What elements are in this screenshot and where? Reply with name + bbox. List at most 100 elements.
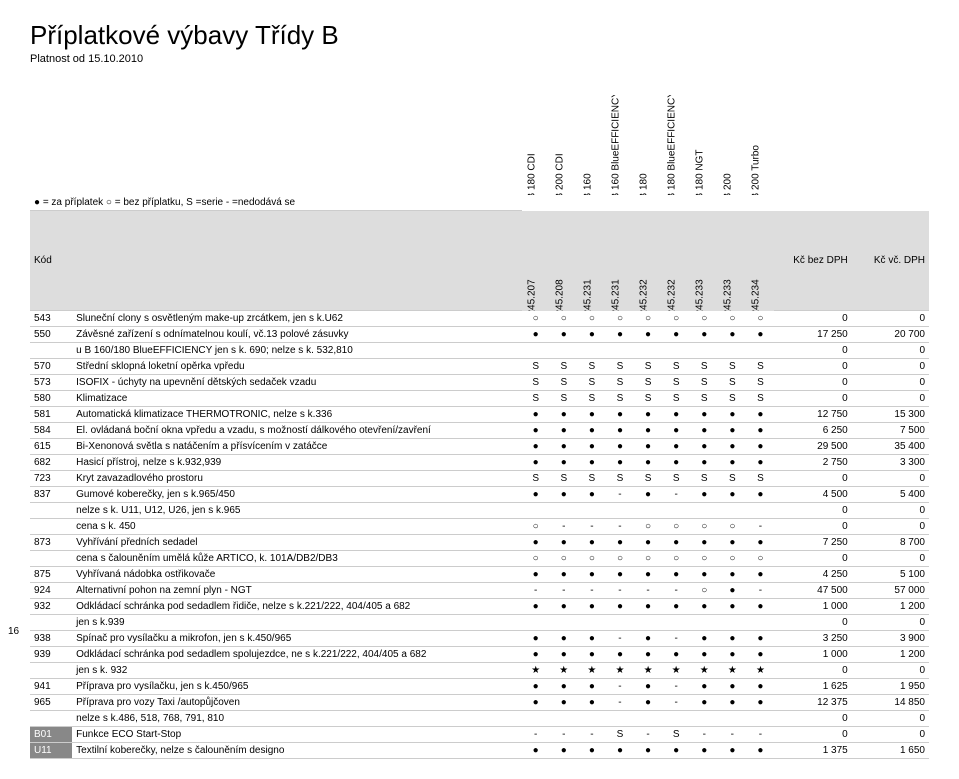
availability-cell: [522, 343, 550, 359]
availability-cell: S: [718, 359, 746, 375]
availability-cell: ○: [690, 311, 718, 327]
row-code: 584: [30, 423, 72, 439]
table-row: nelze s k.486, 518, 768, 791, 81000: [30, 711, 929, 727]
availability-cell: ●: [578, 743, 606, 759]
price-inc: 1 200: [852, 647, 929, 663]
availability-cell: S: [718, 375, 746, 391]
table-row: jen s k.93900: [30, 615, 929, 631]
row-code: 543: [30, 311, 72, 327]
variant-code: 245.231: [610, 295, 621, 311]
availability-cell: ●: [522, 407, 550, 423]
row-desc: Odkládací schránka pod sedadlem spolujez…: [72, 647, 522, 663]
availability-cell: ●: [522, 631, 550, 647]
availability-cell: ●: [690, 631, 718, 647]
availability-cell: ★: [690, 663, 718, 679]
availability-cell: ●: [522, 487, 550, 503]
price-ex: 0: [774, 727, 851, 743]
availability-cell: ●: [522, 695, 550, 711]
availability-cell: [662, 343, 690, 359]
availability-cell: [690, 503, 718, 519]
availability-cell: [662, 711, 690, 727]
availability-cell: ●: [746, 647, 774, 663]
availability-cell: ○: [634, 551, 662, 567]
availability-cell: ●: [550, 407, 578, 423]
availability-cell: [690, 615, 718, 631]
price-ex: 12 750: [774, 407, 851, 423]
availability-cell: ★: [662, 663, 690, 679]
variant-code: 245.207: [526, 295, 537, 311]
availability-cell: ●: [578, 631, 606, 647]
row-desc: Bi-Xenonová světla s natáčením a přísvíc…: [72, 439, 522, 455]
table-row: 581Automatická klimatizace THERMOTRONIC,…: [30, 407, 929, 423]
row-code: 932: [30, 599, 72, 615]
variant-label: B 180: [639, 180, 650, 196]
price-inc: 5 100: [852, 567, 929, 583]
availability-cell: [718, 503, 746, 519]
table-row: 584El. ovládaná boční okna vpředu a vzad…: [30, 423, 929, 439]
variant-code: 245.233: [695, 295, 706, 311]
availability-cell: S: [522, 375, 550, 391]
availability-cell: [634, 503, 662, 519]
row-code: 837: [30, 487, 72, 503]
variant-code: 245.231: [582, 295, 593, 311]
price-inc: 0: [852, 615, 929, 631]
variant-label: B 180 NGT: [695, 180, 706, 196]
availability-cell: -: [606, 519, 634, 535]
availability-cell: ●: [746, 439, 774, 455]
row-desc: Spínač pro vysílačku a mikrofon, jen s k…: [72, 631, 522, 647]
availability-cell: ○: [662, 311, 690, 327]
availability-cell: S: [578, 391, 606, 407]
price-inc: 0: [852, 311, 929, 327]
variant-header-row: B 180 CDI B 200 CDI B 160 B 160 BlueEFFI…: [30, 95, 929, 195]
availability-cell: ★: [522, 663, 550, 679]
row-code: [30, 551, 72, 567]
availability-cell: [606, 615, 634, 631]
availability-cell: S: [634, 359, 662, 375]
availability-cell: ●: [522, 439, 550, 455]
availability-cell: -: [746, 519, 774, 535]
row-code: 938: [30, 631, 72, 647]
availability-cell: ○: [522, 519, 550, 535]
price-inc-header: Kč vč. DPH: [852, 211, 929, 311]
availability-cell: ○: [718, 551, 746, 567]
availability-cell: ●: [634, 487, 662, 503]
availability-cell: ○: [718, 519, 746, 535]
availability-cell: ●: [746, 487, 774, 503]
availability-cell: ●: [634, 631, 662, 647]
availability-cell: ●: [522, 567, 550, 583]
page-subtitle: Platnost od 15.10.2010: [30, 53, 929, 65]
availability-cell: S: [522, 391, 550, 407]
row-code: 924: [30, 583, 72, 599]
availability-cell: ●: [606, 535, 634, 551]
table-row: 573ISOFIX - úchyty na upevnění dětských …: [30, 375, 929, 391]
table-row: 939Odkládací schránka pod sedadlem spolu…: [30, 647, 929, 663]
availability-cell: ●: [578, 679, 606, 695]
row-desc: nelze s k. U11, U12, U26, jen s k.965: [72, 503, 522, 519]
availability-cell: [662, 503, 690, 519]
legend-text: ● = za příplatek ○ = bez příplatku, S =s…: [30, 195, 522, 211]
availability-cell: S: [550, 471, 578, 487]
price-ex: 0: [774, 503, 851, 519]
availability-cell: ●: [746, 631, 774, 647]
availability-cell: ●: [634, 695, 662, 711]
availability-cell: S: [606, 359, 634, 375]
availability-cell: [690, 343, 718, 359]
availability-cell: ●: [690, 599, 718, 615]
availability-cell: S: [522, 359, 550, 375]
availability-cell: ●: [578, 439, 606, 455]
availability-cell: S: [578, 375, 606, 391]
price-inc: 1 200: [852, 599, 929, 615]
availability-cell: ★: [550, 663, 578, 679]
availability-cell: ●: [634, 423, 662, 439]
availability-cell: ●: [634, 455, 662, 471]
price-ex: 7 250: [774, 535, 851, 551]
availability-cell: S: [690, 375, 718, 391]
availability-cell: S: [606, 391, 634, 407]
page-number: 16: [8, 626, 19, 637]
availability-cell: ●: [550, 567, 578, 583]
availability-cell: S: [606, 471, 634, 487]
availability-cell: [634, 615, 662, 631]
price-inc: 0: [852, 503, 929, 519]
price-ex: 29 500: [774, 439, 851, 455]
availability-cell: ●: [606, 407, 634, 423]
